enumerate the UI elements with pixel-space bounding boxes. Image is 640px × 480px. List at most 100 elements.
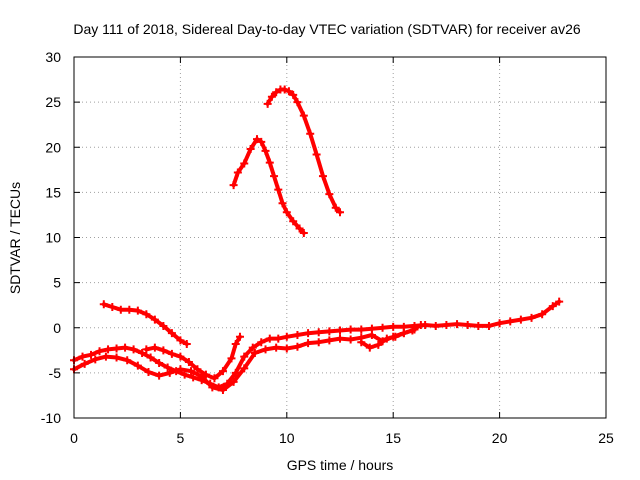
y-tick-label: 20 xyxy=(45,139,61,155)
data-point xyxy=(104,345,113,354)
data-point xyxy=(304,329,313,338)
data-point xyxy=(289,90,298,99)
x-tick-label: 10 xyxy=(279,430,295,446)
series-low-track-1 xyxy=(72,299,562,390)
data-point xyxy=(284,87,293,96)
data-point xyxy=(442,321,451,330)
x-axis-label: GPS time / hours xyxy=(287,457,394,473)
data-point xyxy=(176,336,185,345)
data-point xyxy=(95,347,104,356)
y-tick-label: 10 xyxy=(45,230,61,246)
data-point xyxy=(399,329,408,338)
data-point xyxy=(133,306,142,315)
data-point xyxy=(248,343,257,352)
data-point xyxy=(314,328,323,337)
data-point xyxy=(125,305,134,314)
data-point xyxy=(235,332,244,341)
data-point xyxy=(101,352,110,361)
data-point xyxy=(240,159,249,168)
data-point xyxy=(142,310,151,319)
data-point xyxy=(210,374,219,383)
data-point xyxy=(357,338,366,347)
data-point xyxy=(293,98,302,107)
data-point xyxy=(80,359,89,368)
data-point xyxy=(299,228,308,237)
data-point xyxy=(318,172,327,181)
data-point xyxy=(253,135,262,144)
data-point xyxy=(280,85,289,94)
data-point xyxy=(208,383,217,392)
data-point xyxy=(453,320,462,329)
data-point xyxy=(159,346,168,355)
data-point xyxy=(527,313,536,322)
data-point xyxy=(378,323,387,332)
data-point xyxy=(257,137,266,146)
data-point xyxy=(431,321,440,330)
data-point xyxy=(325,336,334,345)
data-point xyxy=(272,88,281,97)
data-point xyxy=(144,367,153,376)
data-point xyxy=(357,325,366,334)
x-tick-label: 25 xyxy=(598,430,614,446)
data-point xyxy=(123,356,132,365)
data-point xyxy=(272,343,281,352)
data-point xyxy=(218,367,227,376)
data-point xyxy=(312,150,321,159)
data-point xyxy=(374,340,383,349)
data-point xyxy=(367,330,376,339)
data-point xyxy=(263,99,272,108)
data-point xyxy=(116,305,125,314)
data-point xyxy=(346,335,355,344)
data-point xyxy=(336,208,344,217)
data-point xyxy=(189,373,198,382)
data-point xyxy=(155,358,164,367)
data-point xyxy=(282,332,291,341)
y-axis-label: SDTVAR / TECUs xyxy=(7,182,23,294)
data-point xyxy=(325,190,334,199)
y-tick-label: 5 xyxy=(53,275,61,291)
data-point xyxy=(548,302,557,311)
data-point xyxy=(331,203,340,212)
data-point xyxy=(138,349,147,358)
data-point xyxy=(416,321,425,330)
data-point xyxy=(218,386,227,395)
data-series xyxy=(70,85,564,395)
data-point xyxy=(159,321,168,330)
data-point xyxy=(182,339,191,348)
data-point xyxy=(495,319,504,328)
data-point xyxy=(293,330,302,339)
y-tick-label: -10 xyxy=(41,410,61,426)
data-point xyxy=(474,321,483,330)
x-tick-label: 0 xyxy=(70,430,78,446)
y-tick-label: 0 xyxy=(53,320,61,336)
series-arc-mid xyxy=(101,302,189,346)
data-point xyxy=(133,361,142,370)
data-point xyxy=(227,354,236,363)
data-point xyxy=(240,364,249,373)
data-point xyxy=(389,322,398,331)
data-point xyxy=(91,355,100,364)
y-tick-label: 15 xyxy=(45,184,61,200)
y-tick-label: -5 xyxy=(49,365,62,381)
data-point xyxy=(155,371,164,380)
data-point xyxy=(274,334,283,343)
data-point xyxy=(538,310,547,319)
data-point xyxy=(176,352,185,361)
data-point xyxy=(346,325,355,334)
data-point xyxy=(257,338,266,347)
x-tick-label: 5 xyxy=(177,430,185,446)
data-point xyxy=(293,342,302,351)
data-point xyxy=(463,321,472,330)
data-point xyxy=(391,332,400,341)
data-point xyxy=(121,343,130,352)
data-point xyxy=(167,329,176,338)
data-point xyxy=(270,172,279,181)
chart-title: Day 111 of 2018, Sidereal Day-to-day VTE… xyxy=(73,21,581,37)
data-point xyxy=(299,111,308,120)
data-point xyxy=(87,350,96,359)
data-point xyxy=(282,344,291,353)
data-point xyxy=(265,158,274,167)
data-point xyxy=(506,317,515,326)
data-point xyxy=(282,208,291,217)
